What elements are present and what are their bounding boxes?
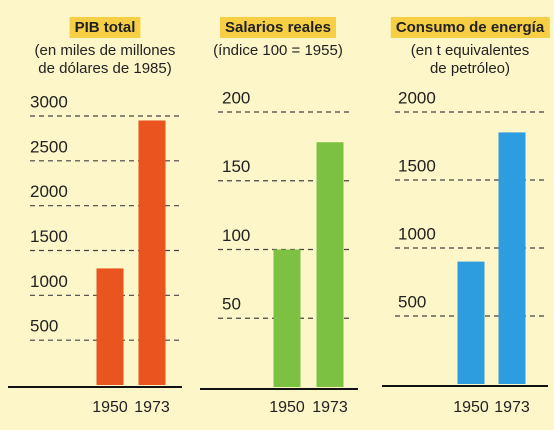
y-tick-label: 1000	[30, 272, 68, 291]
y-tick-label: 150	[222, 157, 250, 176]
y-tick-label: 200	[222, 88, 250, 107]
y-tick-label: 2500	[30, 137, 68, 156]
y-tick-label: 500	[398, 292, 426, 311]
chart-title: PIB total	[75, 19, 136, 36]
x-tick-label: 1950	[453, 399, 489, 416]
y-tick-label: 1000	[398, 224, 436, 243]
y-tick-label: 1500	[398, 156, 436, 175]
chart-subtitle: de petróleo)	[430, 60, 510, 77]
bar	[498, 132, 526, 384]
chart: Salarios reales (índice 100 = 1955) 50 100 1…	[200, 16, 358, 416]
bar	[457, 261, 485, 384]
chart-title: Consumo de energía	[396, 19, 545, 36]
title-highlight	[390, 16, 550, 38]
x-tick-label: 1950	[92, 399, 128, 416]
x-tick-label: 1950	[269, 399, 305, 416]
bar	[273, 249, 301, 387]
bar	[96, 268, 124, 385]
x-tick-label: 1973	[312, 399, 348, 416]
y-tick-label: 2000	[398, 88, 436, 107]
y-tick-label: 50	[222, 295, 241, 314]
bar	[316, 142, 344, 387]
y-tick-label: 100	[222, 226, 250, 245]
bar	[138, 120, 166, 385]
x-tick-label: 1973	[494, 399, 530, 416]
title-highlight	[220, 16, 336, 38]
x-tick-label: 1973	[134, 399, 170, 416]
y-tick-label: 500	[30, 317, 58, 336]
y-tick-label: 1500	[30, 227, 68, 246]
chart-subtitle: de dólares de 1985)	[38, 60, 171, 77]
chart-subtitle: (índice 100 = 1955)	[213, 42, 343, 59]
chart-subtitle: (en miles de millones	[35, 42, 176, 59]
chart-title: Salarios reales	[225, 19, 331, 36]
y-tick-label: 2000	[30, 182, 68, 201]
chart-subtitle: (en t equivalentes	[411, 42, 529, 59]
y-tick-label: 3000	[30, 92, 68, 111]
title-highlight	[69, 16, 141, 38]
